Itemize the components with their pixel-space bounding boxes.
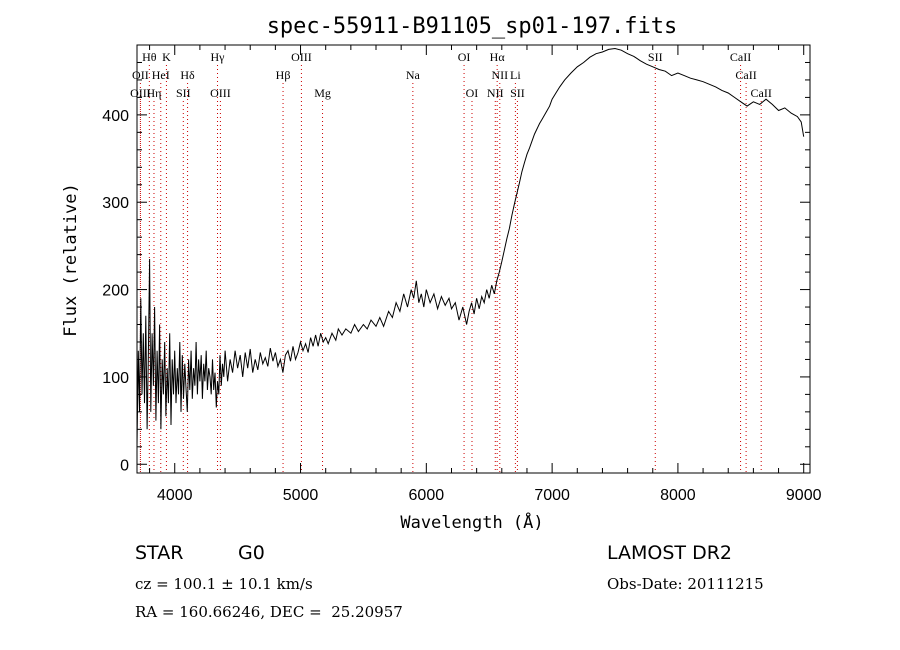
- y-tick-label: 300: [102, 195, 129, 212]
- line-marker-label: OI: [466, 86, 479, 100]
- observation-date: Obs-Date: 20111215: [607, 575, 764, 593]
- line-marker-label: SII: [510, 86, 525, 100]
- y-tick-label: 0: [120, 457, 129, 474]
- x-axis-label: Wavelength (Å): [400, 511, 543, 533]
- line-marker-label: NII: [487, 86, 504, 100]
- chart-title: spec-55911-B91105_sp01-197.fits: [267, 14, 678, 39]
- line-marker-label: Hη: [147, 86, 162, 100]
- object-subclass: G0: [238, 542, 265, 564]
- x-tick-label: 9000: [786, 487, 822, 504]
- line-marker-label: SII: [648, 50, 663, 64]
- x-tick-label: 4000: [157, 487, 193, 504]
- sky-coordinates: RA = 160.66246, DEC = 25.20957: [135, 603, 403, 621]
- line-marker-label: OIII: [130, 86, 151, 100]
- plot-frame: [136, 44, 811, 474]
- line-marker-label: SII: [176, 86, 191, 100]
- line-marker-label: K: [162, 50, 171, 64]
- line-marker-label: Na: [406, 68, 421, 82]
- line-marker-label: OIII: [210, 86, 231, 100]
- line-marker-label: Hθ: [142, 50, 157, 64]
- x-tick-label: 6000: [409, 487, 445, 504]
- line-marker-label: Hγ: [211, 50, 226, 64]
- y-tick-label: 200: [102, 283, 129, 300]
- line-marker-label: OII: [132, 68, 149, 82]
- x-tick-label: 5000: [283, 487, 319, 504]
- survey-name: LAMOST DR2: [607, 542, 732, 564]
- line-marker-label: CaII: [751, 86, 772, 100]
- x-axis: 4000 5000 6000 7000 8000 9000: [149, 45, 822, 504]
- line-marker-label: Hβ: [276, 68, 291, 82]
- redshift-velocity: cz = 100.1 ± 10.1 km/s: [135, 575, 313, 593]
- line-marker-label: Mg: [314, 86, 331, 100]
- series-line: [136, 47, 805, 447]
- x-tick-label: 7000: [534, 487, 570, 504]
- line-marker-label: OIII: [291, 50, 312, 64]
- line-marker-label: Hα: [490, 50, 506, 64]
- x-tick-label: 8000: [660, 487, 696, 504]
- y-tick-label: 100: [102, 370, 129, 387]
- y-axis-label: Flux (relative): [61, 183, 81, 337]
- line-marker-label: CaII: [730, 50, 751, 64]
- line-marker-label: HeI: [152, 68, 170, 82]
- line-marker-label: Hδ: [180, 68, 195, 82]
- y-axis: 0 100 200 300 400: [102, 61, 810, 474]
- line-marker-label: CaII: [735, 68, 756, 82]
- line-marker-label: NII: [491, 68, 508, 82]
- line-marker-label: OI: [458, 50, 471, 64]
- line-marker-label: Li: [510, 68, 521, 82]
- object-class: STAR: [135, 542, 184, 564]
- y-tick-label: 400: [102, 108, 129, 125]
